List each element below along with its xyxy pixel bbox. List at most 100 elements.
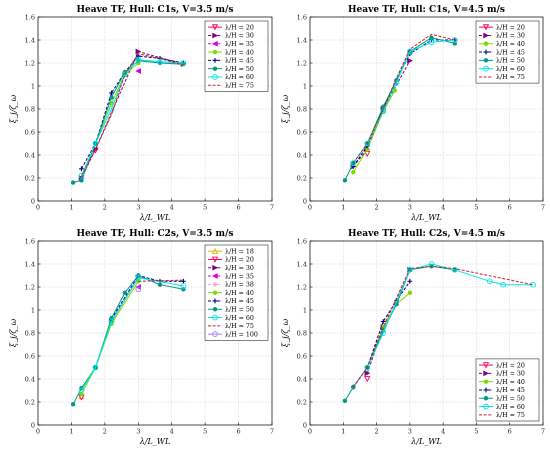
chart-panel: 0 1 2 3 4 5 6 7 0 0.2 0.4 0.6 0.8 1 1.2 1.4 1.6 Heave TF,… bbox=[9, 229, 274, 446]
y-tick-label: 1.4 bbox=[25, 260, 35, 268]
x-tick-label: 0 bbox=[308, 428, 312, 436]
data-point bbox=[351, 170, 356, 175]
series bbox=[78, 392, 85, 400]
legend-label: λ/H = 75 bbox=[496, 74, 525, 81]
data-point bbox=[157, 282, 163, 287]
series-line bbox=[138, 279, 184, 282]
data-point bbox=[380, 319, 386, 324]
data-point bbox=[364, 364, 371, 371]
data-point bbox=[79, 166, 84, 172]
series-line bbox=[352, 33, 455, 164]
data-point bbox=[92, 140, 99, 147]
legend-marker bbox=[212, 307, 218, 312]
x-axis-label: λ/L_WL bbox=[139, 437, 171, 446]
x-tick-label: 3 bbox=[408, 428, 412, 436]
legend-marker bbox=[212, 290, 218, 295]
legend-label: λ/H = 35 bbox=[225, 273, 254, 280]
y-tick-label: 0.4 bbox=[25, 375, 35, 383]
y-tick-label: 0.6 bbox=[297, 128, 307, 136]
legend-label: λ/H = 38 bbox=[225, 282, 254, 289]
series bbox=[78, 56, 187, 179]
chart-title: Heave TF, Hull: C2s, V=4.5 m/s bbox=[348, 229, 505, 239]
y-axis-label: ξ_j/ζ_ω bbox=[281, 318, 290, 347]
chart-panel: 0 1 2 3 4 5 6 7 0 0.2 0.4 0.6 0.8 1 1.2 1.4 1.6 Heave TF,… bbox=[281, 229, 545, 446]
legend-label: λ/H = 60 bbox=[496, 66, 525, 73]
legend-marker bbox=[483, 403, 489, 410]
legend-label: λ/H = 45 bbox=[496, 49, 525, 56]
x-tick-label: 7 bbox=[270, 204, 274, 212]
legend-marker bbox=[212, 49, 218, 55]
legend-label: λ/H = 30 bbox=[225, 265, 254, 272]
data-point bbox=[92, 364, 99, 371]
y-tick-label: 1.2 bbox=[25, 283, 35, 291]
data-point bbox=[122, 290, 128, 295]
legend-label: λ/H = 50 bbox=[496, 58, 525, 65]
y-tick-label: 1 bbox=[303, 82, 307, 90]
legend-label: λ/H = 60 bbox=[225, 74, 254, 81]
x-axis-label: λ/L_WL bbox=[410, 437, 442, 446]
series-line bbox=[95, 62, 139, 144]
legend-label: λ/H = 50 bbox=[496, 395, 525, 402]
x-tick-label: 5 bbox=[474, 428, 478, 436]
legend-label: λ/H = 75 bbox=[496, 412, 525, 419]
y-tick-label: 0 bbox=[303, 421, 307, 429]
x-tick-label: 1 bbox=[341, 428, 345, 436]
data-point bbox=[486, 278, 493, 285]
y-axis-label: ξ_j/ζ_ω bbox=[9, 94, 18, 123]
series-line bbox=[366, 292, 411, 368]
x-tick-label: 3 bbox=[136, 428, 140, 436]
data-point bbox=[157, 58, 163, 65]
data-point bbox=[407, 57, 413, 64]
data-point bbox=[70, 402, 76, 407]
chart-panel: 0 1 2 3 4 5 6 7 0 0.2 0.4 0.6 0.8 1 1.2 1.4 1.6 Heave TF,… bbox=[281, 5, 545, 222]
data-point bbox=[181, 278, 186, 284]
x-tick-label: 1 bbox=[341, 204, 345, 212]
y-axis-label: ξ_j/ζ_ω bbox=[281, 94, 290, 123]
data-point bbox=[393, 79, 400, 86]
y-tick-label: 1.4 bbox=[25, 36, 35, 44]
legend-marker bbox=[211, 273, 218, 279]
legend-label: λ/H = 40 bbox=[496, 379, 525, 386]
data-point bbox=[135, 56, 142, 63]
legend-marker bbox=[212, 66, 218, 71]
legend: λ/H = 18 λ/H = 20λ/H = 30λ/H = 35 λ/H = 38… bbox=[204, 244, 269, 341]
legend-label: λ/H = 45 bbox=[496, 387, 525, 394]
data-point bbox=[70, 180, 76, 185]
x-tick-label: 5 bbox=[203, 204, 207, 212]
x-tick-label: 2 bbox=[103, 428, 107, 436]
legend-label: λ/H = 35 bbox=[225, 41, 254, 48]
legend: λ/H = 20 λ/H = 30λ/H = 40λ/H = 45λ/H = 50… bbox=[475, 358, 540, 422]
series-line bbox=[72, 274, 184, 405]
x-tick-label: 4 bbox=[441, 428, 445, 436]
y-tick-label: 0 bbox=[303, 197, 307, 205]
data-point bbox=[78, 172, 85, 179]
legend-marker bbox=[482, 362, 490, 369]
legend-marker bbox=[483, 49, 489, 55]
y-tick-label: 0.4 bbox=[297, 375, 307, 383]
x-tick-label: 4 bbox=[441, 204, 445, 212]
y-tick-label: 1.6 bbox=[25, 237, 35, 245]
series-line bbox=[352, 265, 534, 388]
y-tick-label: 1.2 bbox=[297, 283, 307, 291]
data-point bbox=[180, 60, 187, 66]
legend-label: λ/H = 45 bbox=[225, 58, 254, 65]
legend-marker bbox=[211, 24, 219, 31]
legend-marker bbox=[211, 247, 219, 255]
data-point bbox=[364, 140, 371, 147]
y-tick-label: 0.8 bbox=[25, 105, 35, 113]
legend-label: λ/H = 20 bbox=[496, 24, 525, 31]
data-point bbox=[135, 274, 142, 281]
y-tick-label: 0.4 bbox=[25, 151, 35, 159]
y-tick-label: 1 bbox=[31, 306, 35, 314]
x-tick-label: 3 bbox=[136, 204, 140, 212]
x-tick-label: 5 bbox=[203, 428, 207, 436]
x-tick-label: 4 bbox=[170, 428, 174, 436]
y-tick-label: 0.4 bbox=[297, 151, 307, 159]
y-tick-label: 1.4 bbox=[297, 36, 307, 44]
series bbox=[364, 376, 371, 383]
series-line bbox=[111, 274, 184, 320]
chart-title: Heave TF, Hull: C1s, V=4.5 m/s bbox=[348, 5, 505, 15]
legend-marker bbox=[483, 396, 489, 401]
